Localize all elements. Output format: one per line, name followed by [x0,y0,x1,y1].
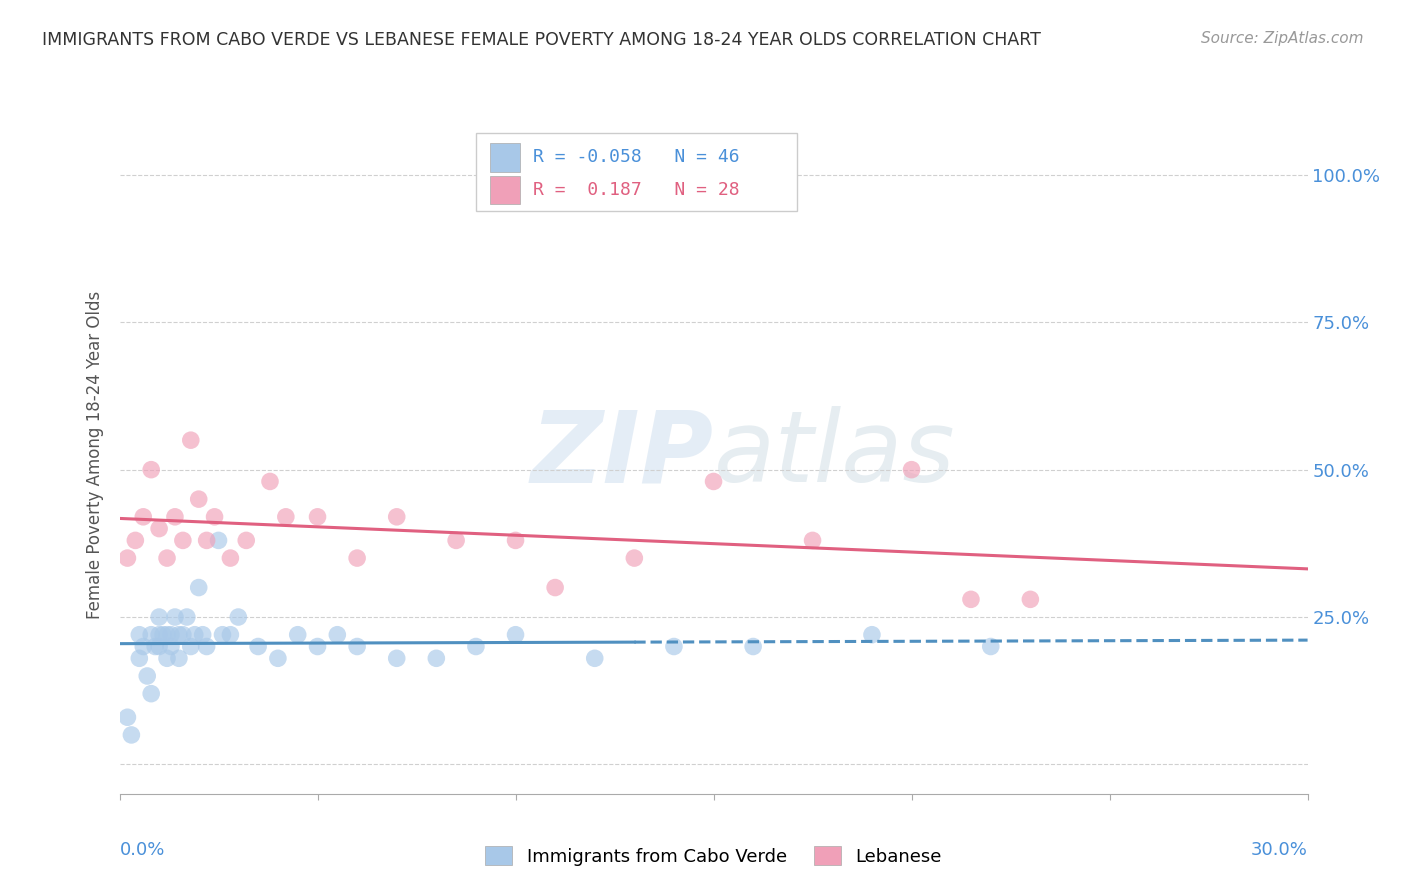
Point [274,509,297,524]
Text: IMMIGRANTS FROM CABO VERDE VS LEBANESE FEMALE POVERTY AMONG 18-24 YEAR OLDS CORR: IMMIGRANTS FROM CABO VERDE VS LEBANESE F… [42,31,1040,49]
Point [128,628,150,642]
FancyBboxPatch shape [475,133,797,211]
Point [544,581,567,595]
Point [124,533,146,548]
Point [346,551,368,566]
Y-axis label: Female Poverty Among 18-24 Year Olds: Female Poverty Among 18-24 Year Olds [86,291,104,619]
Point [662,640,685,654]
Point [247,640,270,654]
Point [464,640,488,654]
Point [184,628,207,642]
Point [172,533,194,548]
Point [163,509,186,524]
Point [148,610,170,624]
Point [160,628,183,642]
Point [141,628,163,642]
Point [505,628,527,642]
Point [219,551,242,566]
Point [960,592,983,607]
Point [191,628,214,642]
Point [742,640,765,654]
Point [307,640,329,654]
Point [117,551,139,566]
Point [326,628,349,642]
Point [307,509,329,524]
Point [385,509,408,524]
Point [444,533,467,548]
Point [172,628,194,642]
Point [900,463,922,477]
Point [148,628,170,642]
Point [180,433,202,447]
Point [346,640,368,654]
Point [141,687,163,701]
Point [156,551,179,566]
Point [228,610,250,624]
Point [143,640,166,654]
Point [132,509,155,524]
Point [187,581,209,595]
Point [152,628,174,642]
Legend: Immigrants from Cabo Verde, Lebanese: Immigrants from Cabo Verde, Lebanese [478,839,949,873]
Point [148,640,170,654]
Point [141,463,163,477]
Point [259,475,281,489]
Point [128,651,150,665]
Point [117,710,139,724]
Point [204,509,226,524]
Point [187,492,209,507]
Point [623,551,645,566]
Point [148,522,170,536]
Point [702,475,725,489]
Point [132,640,155,654]
Bar [491,143,520,171]
Point [425,651,447,665]
Bar [491,176,520,204]
Point [505,533,527,548]
Point [980,640,1002,654]
Point [219,628,242,642]
Point [207,533,229,548]
Point [176,610,198,624]
Point [120,728,142,742]
Point [267,651,290,665]
Point [211,628,233,642]
Point [167,651,190,665]
Point [156,651,179,665]
Text: 30.0%: 30.0% [1251,841,1308,859]
Text: R =  0.187   N = 28: R = 0.187 N = 28 [533,181,740,199]
Point [136,669,159,683]
Text: ZIP: ZIP [530,407,713,503]
Point [801,533,824,548]
Text: atlas: atlas [713,407,955,503]
Point [163,610,186,624]
Point [235,533,257,548]
Point [860,628,883,642]
Point [287,628,309,642]
Text: R = -0.058   N = 46: R = -0.058 N = 46 [533,148,740,166]
Point [385,651,408,665]
Point [1019,592,1042,607]
Text: 0.0%: 0.0% [120,841,165,859]
Point [180,640,202,654]
Point [195,533,218,548]
Point [156,628,179,642]
Text: Source: ZipAtlas.com: Source: ZipAtlas.com [1201,31,1364,46]
Point [195,640,218,654]
Point [160,640,183,654]
Point [167,628,190,642]
Point [583,651,606,665]
